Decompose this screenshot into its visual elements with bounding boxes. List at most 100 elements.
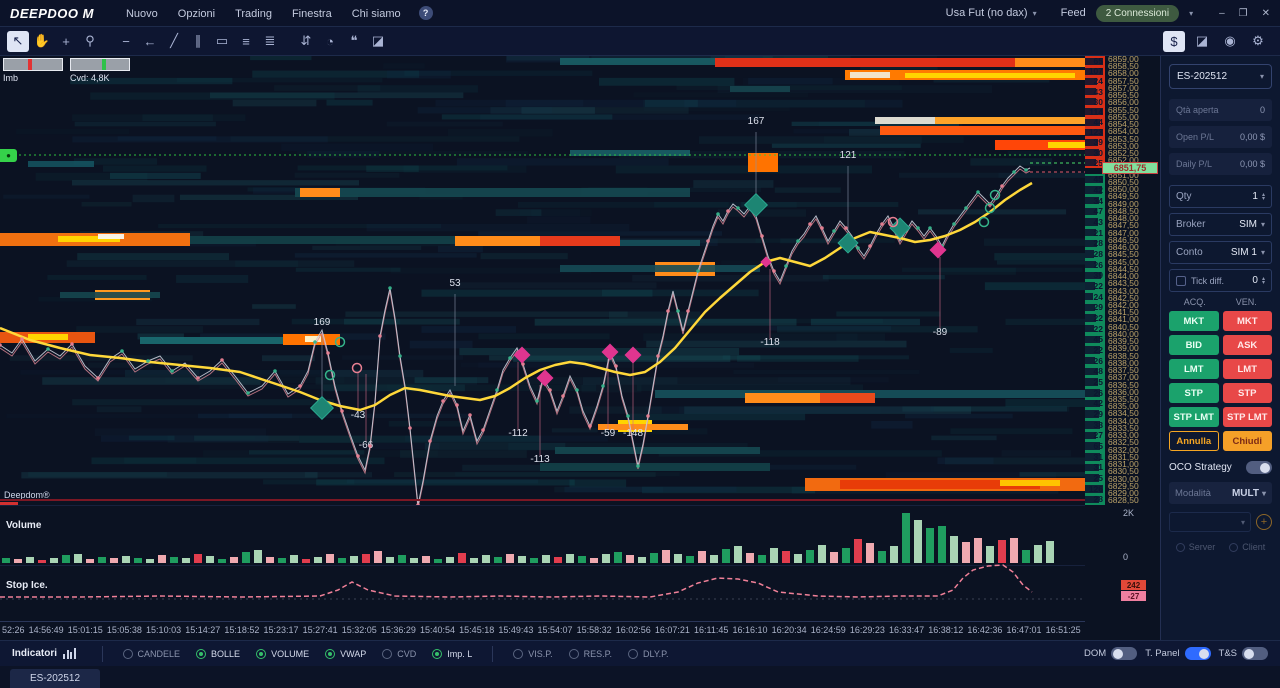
dom-depth-row[interactable]: 39 xyxy=(1085,137,1105,147)
dom-depth-row[interactable]: 65 xyxy=(1085,56,1105,66)
instrument-tab[interactable]: ES-202512 xyxy=(10,669,101,688)
dom-depth-row[interactable]: 24 xyxy=(1085,76,1105,86)
indicator-toggle-vwap[interactable]: VWAP xyxy=(325,648,366,659)
dom-depth-row[interactable]: 107 xyxy=(1085,66,1105,76)
feed-selector-dropdown[interactable]: Usa Fut (no dax) ▾ xyxy=(946,7,1037,19)
client-radio[interactable]: Client xyxy=(1229,542,1265,552)
broker-select[interactable]: Broker SIM ▾ xyxy=(1169,213,1272,236)
menu-item-finestra[interactable]: Finestra xyxy=(291,8,332,20)
buy-stp-lmt-button[interactable]: STP LMT xyxy=(1169,407,1219,427)
dollar-icon[interactable]: $ xyxy=(1163,30,1185,52)
cancel-orders-button[interactable]: Annulla xyxy=(1169,431,1219,451)
dom-depth-row[interactable]: 25 xyxy=(1085,377,1105,388)
restore-icon[interactable]: ❐ xyxy=(1238,7,1248,19)
help-icon[interactable]: ? xyxy=(418,6,433,20)
dom-depth-row[interactable]: 44 xyxy=(1085,117,1105,127)
dom-depth-row[interactable]: 22 xyxy=(1085,281,1105,292)
dom-depth-row[interactable]: 123 xyxy=(1085,127,1105,137)
connections-badge[interactable]: 2 Connessioni xyxy=(1095,4,1180,22)
sell-stp-button[interactable]: STP xyxy=(1222,383,1272,403)
grid-tool-icon[interactable]: ≣ xyxy=(264,33,276,48)
dom-depth-row[interactable]: 28 xyxy=(1085,494,1105,505)
chevron-down-icon[interactable]: ▾ xyxy=(1189,8,1194,18)
dom-depth-row[interactable]: 42 xyxy=(1085,398,1105,409)
dom-depth-row[interactable]: 28 xyxy=(1085,238,1105,249)
add-strategy-button[interactable]: + xyxy=(1256,514,1272,530)
hand-icon[interactable]: ✋ xyxy=(33,33,51,48)
panel-toggle-dom[interactable]: DOM xyxy=(1084,647,1138,660)
record-icon[interactable]: ◉ xyxy=(1224,33,1236,48)
price-alert-tag[interactable]: ● xyxy=(0,149,17,162)
buy-mkt-button[interactable]: MKT xyxy=(1169,311,1219,331)
menu-item-chi-siamo[interactable]: Chi siamo xyxy=(351,8,401,20)
levels-tool-icon[interactable]: ≡ xyxy=(242,33,250,49)
close-position-button[interactable]: Chiudi xyxy=(1222,431,1272,451)
qty-stepper[interactable]: ▴ ▾ xyxy=(1261,191,1265,202)
zoom-icon[interactable]: ⚲ xyxy=(85,33,95,48)
panel-toggle-t-s[interactable]: T&S xyxy=(1219,647,1268,660)
dom-depth-row[interactable]: 29 xyxy=(1085,302,1105,313)
oco-strategy-toggle[interactable] xyxy=(1246,461,1272,474)
dom-depth-row[interactable]: 30 xyxy=(1085,148,1105,158)
indicator-toggle-candele[interactable]: CANDELE xyxy=(122,648,180,659)
close-icon[interactable]: ✕ xyxy=(1261,7,1270,19)
clear-drawings-icon[interactable]: ◪ xyxy=(1195,33,1209,48)
dom-depth-row[interactable]: 114 xyxy=(1085,107,1105,117)
cursor-icon[interactable]: ↖ xyxy=(7,30,29,52)
sell-stp-lmt-button[interactable]: STP LMT xyxy=(1222,407,1272,427)
server-radio[interactable]: Server xyxy=(1175,542,1215,552)
buy-stp-button[interactable]: STP xyxy=(1169,383,1219,403)
trendline-tool-icon[interactable]: ╱ xyxy=(170,33,178,48)
sell-lmt-button[interactable]: LMT xyxy=(1222,359,1272,379)
indicator-toggle-res-p-[interactable]: RES.P. xyxy=(568,648,612,659)
dom-depth-row[interactable]: 27 xyxy=(1085,430,1105,441)
indicator-toggle-volume[interactable]: VOLUME xyxy=(256,648,309,659)
orderflow-heatmap-canvas[interactable]: 167 121 53 169 -43 -66 -112 -113 -59 -148 -118 -89 xyxy=(0,56,1085,505)
indicator-toggle-imp-l[interactable]: Imp. L xyxy=(432,648,472,659)
hline-tool-icon[interactable]: − xyxy=(122,33,130,49)
sell-mkt-button[interactable]: MKT xyxy=(1222,311,1272,331)
dom-depth-row[interactable]: 21 xyxy=(1085,227,1105,238)
indicator-toggle-vis-p-[interactable]: VIS.P. xyxy=(513,648,553,659)
dom-depth-row[interactable]: 43 xyxy=(1085,87,1105,97)
hray-tool-icon[interactable]: ← xyxy=(143,33,157,49)
tick-diff-field[interactable]: Tick diff. 0 ▴ ▾ xyxy=(1169,269,1272,292)
dom-depth-row[interactable]: 25 xyxy=(1085,158,1105,168)
dom-depth-row[interactable]: 39 xyxy=(1085,270,1105,281)
tick-diff-checkbox[interactable] xyxy=(1176,275,1186,286)
panel-toggle-t-panel[interactable]: T. Panel xyxy=(1145,647,1211,660)
comment-icon[interactable]: ❝ xyxy=(350,33,358,48)
timer-icon[interactable]: ◔ xyxy=(326,33,334,49)
dom-depth-row[interactable]: 30 xyxy=(1085,97,1105,107)
dom-depth-row[interactable]: 26 xyxy=(1085,259,1105,270)
dom-depth-row[interactable]: 22 xyxy=(1085,345,1105,356)
dom-depth-row[interactable]: 29 xyxy=(1085,409,1105,420)
dom-depth-row[interactable]: 38 xyxy=(1085,419,1105,430)
dom-depth-row[interactable]: 48 xyxy=(1085,366,1105,377)
dom-depth-row[interactable]: 26 xyxy=(1085,355,1105,366)
dom-depth-row[interactable]: 42 xyxy=(1085,185,1105,196)
dom-depth-row[interactable]: 47 xyxy=(1085,206,1105,217)
dom-depth-row[interactable]: 45 xyxy=(1085,334,1105,345)
parallel-tool-icon[interactable]: ∥ xyxy=(194,33,202,48)
indicator-toggle-cvd[interactable]: CVD xyxy=(382,648,416,659)
settings-gear-icon[interactable]: ⚙ xyxy=(1252,33,1264,48)
dom-depth-row[interactable]: 31 xyxy=(1085,451,1105,462)
indicator-toggle-bolle[interactable]: BOLLE xyxy=(196,648,240,659)
tick-diff-stepper[interactable]: ▴ ▾ xyxy=(1261,275,1265,286)
dom-depth-row[interactable]: 34 xyxy=(1085,195,1105,206)
sliders-icon[interactable]: ⇵ xyxy=(300,33,312,48)
strategy-select[interactable]: ▾ xyxy=(1169,512,1251,532)
heatmap-chart[interactable]: 167 121 53 169 -43 -66 -112 -113 -59 -148 -118 -89 … xyxy=(0,56,1085,640)
dom-depth-row[interactable]: 45 xyxy=(1085,174,1105,185)
rect-tool-icon[interactable]: ▭ xyxy=(215,33,229,48)
instrument-select[interactable]: ES-202512 ▾ xyxy=(1169,64,1272,89)
dom-depth-row[interactable]: 26 xyxy=(1085,387,1105,398)
dom-depth-row[interactable]: 28 xyxy=(1085,249,1105,260)
dom-depth-row[interactable]: 22 xyxy=(1085,313,1105,324)
dom-price-axis[interactable]: 65 107 24 43 30 114 44 123 39 30 25 45 42 34 47 43 21 28… xyxy=(1085,55,1160,640)
crosshair-icon[interactable]: + xyxy=(62,33,70,49)
menu-item-trading[interactable]: Trading xyxy=(235,8,272,20)
buy-bid-button[interactable]: BID xyxy=(1169,335,1219,355)
dom-depth-row[interactable]: 65 xyxy=(1085,441,1105,452)
